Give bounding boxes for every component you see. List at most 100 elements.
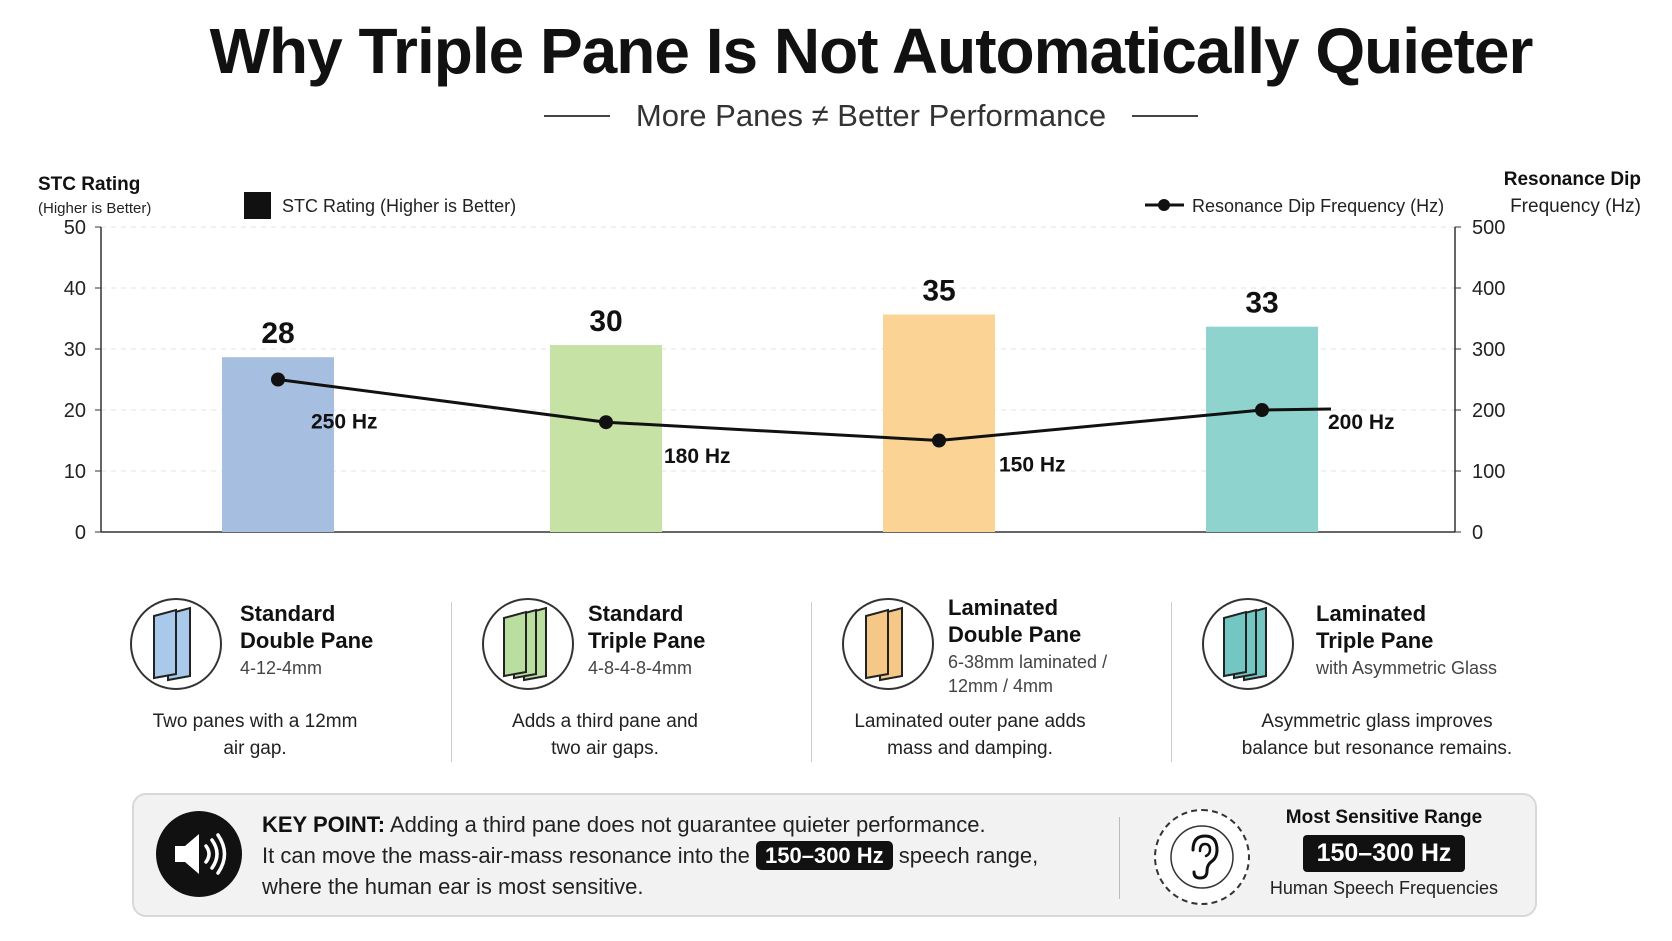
card-laminated-triple-pane: Laminated Triple Pane with Asymmetric Gl… [1182,590,1580,765]
subtitle-line-right [1132,115,1199,117]
card-desc-line1: Laminated outer pane adds [854,711,1086,732]
speaker-icon [156,811,242,897]
card-spec-line2: 12mm / 4mm [948,676,1054,696]
card-divider [811,602,812,762]
card-description: Laminated outer pane adds mass and dampi… [790,708,1150,762]
resonance-label: 180 Hz [664,445,731,468]
card-description: Asymmetric glass improves balance but re… [1182,708,1572,762]
bar-value-label: 35 [922,275,955,308]
line-series: 250 Hz 180 Hz 150 Hz 200 Hz [271,372,1395,477]
left-tick-label: 10 [64,461,86,483]
key-point-box: KEY POINT: Adding a third pane does not … [132,793,1537,917]
subtitle-line-left [543,115,610,117]
right-tick-label: 300 [1472,339,1505,361]
card-description: Two panes with a 12mm air gap. [75,708,435,762]
card-icon-circle [130,598,222,690]
page-subtitle: More Panes ≠ Better Performance [635,98,1107,133]
legend-bar-swatch [244,192,271,219]
card-name-line2: Triple Pane [1316,628,1434,653]
laminated-triple-pane-icon [1223,606,1267,682]
card-spec: with Asymmetric Glass [1316,658,1498,678]
laminated-double-pane-icon [865,606,903,682]
bar-value-label: 33 [1245,287,1278,320]
left-axis-subtitle: (Higher is Better) [38,200,151,217]
card-spec: 6-38mm laminated / [948,652,1108,672]
card-name-line1: Laminated [1316,601,1427,626]
key-point-line2-end: speech range, [898,843,1039,868]
card-name-line1: Laminated [948,595,1059,620]
left-axis-title: STC Rating [38,174,140,195]
stc-resonance-chart: STC Rating (Higher is Better) Resonance … [38,169,1641,544]
card-text: Standard Double Pane 4-12-4mm [240,600,373,680]
left-tick-label: 50 [64,217,86,239]
bar-value-label: 30 [589,305,622,338]
bar-series: 28 30 35 33 [222,275,1318,532]
right-tick-label: 400 [1472,278,1505,300]
card-spec: 4-12-4mm [240,658,323,678]
card-description: Adds a third pane and two air gaps. [425,708,785,762]
key-point-sentence1: Adding a third pane does not guarantee q… [389,812,986,837]
card-desc-line2: mass and damping. [887,738,1053,759]
card-name-line1: Standard [588,601,684,626]
right-tick-label: 200 [1472,400,1505,422]
card-name-line2: Double Pane [948,622,1082,647]
legend-line-marker [1158,199,1170,211]
key-point-label: KEY POINT: [262,812,386,837]
key-point-line2-start: It can move the mass-air-mass resonance … [262,843,750,868]
ear-icon [1154,809,1250,905]
resonance-label: 200 Hz [1328,411,1395,434]
card-desc-line2: air gap. [223,738,287,759]
bar-3 [883,314,995,532]
card-laminated-double-pane: Laminated Double Pane 6-38mm laminated /… [822,590,1162,765]
subtitle-row: More Panes ≠ Better Performance [0,98,1672,134]
double-pane-window-icon [153,606,191,682]
resonance-point [271,372,285,387]
resonance-point [932,433,946,448]
sensitive-range-badge: 150–300 Hz [1302,835,1466,872]
resonance-label: 150 Hz [999,454,1066,477]
key-point-line1: KEY POINT: Adding a third pane does not … [262,809,1038,840]
card-name-line1: Standard [240,601,336,626]
glass-types-panel: Standard Double Pane 4-12-4mm Two panes … [110,590,1580,765]
card-text: Laminated Triple Pane with Asymmetric Gl… [1316,600,1497,680]
card-desc-line1: Adds a third pane and [512,711,698,732]
card-name-line2: Double Pane [240,628,374,653]
triple-pane-window-icon [503,606,547,682]
left-tick-label: 30 [64,339,86,361]
bar-4 [1206,326,1318,532]
card-desc-line2: two air gaps. [551,738,659,759]
card-desc-line1: Two panes with a 12mm [152,711,358,732]
card-standard-double-pane: Standard Double Pane 4-12-4mm Two panes … [110,590,450,765]
legend-line-label: Resonance Dip Frequency (Hz) [1192,196,1444,216]
card-desc-line1: Asymmetric glass improves [1261,711,1493,732]
key-point-line3: where the human ear is most sensitive. [262,874,644,899]
resonance-label: 250 Hz [311,411,378,434]
bar-value-label: 28 [261,317,294,350]
resonance-point [1255,403,1269,417]
card-icon-circle [482,598,574,690]
sensitive-range-title: Most Sensitive Range [1285,807,1483,828]
right-axis-subtitle: Frequency (Hz) [1510,196,1641,217]
glass-pane-shape [503,610,527,678]
key-point-text: KEY POINT: Adding a third pane does not … [262,809,1038,902]
card-desc-line2: balance but resonance remains. [1241,738,1513,759]
speech-range-highlight: 150–300 Hz [756,841,893,870]
left-tick-label: 20 [64,400,86,422]
sensitive-range-subtitle: Human Speech Frequencies [1269,878,1499,898]
bar-2 [550,345,662,532]
card-text: Laminated Double Pane 6-38mm laminated /… [948,594,1107,698]
sensitive-range-panel: Most Sensitive Range 150–300 Hz Human Sp… [1269,807,1499,899]
card-text: Standard Triple Pane 4-8-4-8-4mm [588,600,705,680]
card-name-line2: Triple Pane [588,628,706,653]
page-title: Why Triple Pane Is Not Automatically Qui… [209,15,1534,87]
glass-pane-shape [153,608,177,680]
card-icon-circle [842,598,934,690]
card-divider [451,602,452,762]
resonance-point [599,415,613,430]
right-tick-label: 500 [1472,217,1505,239]
card-divider [1171,602,1172,762]
card-spec: 4-8-4-8-4mm [588,658,693,678]
left-tick-label: 0 [75,522,86,544]
glass-pane-shape [1223,610,1247,678]
left-tick-label: 40 [64,278,86,300]
